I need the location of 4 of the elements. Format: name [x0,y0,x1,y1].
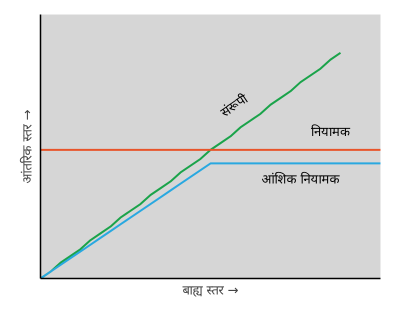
series-label: नियामक [311,124,351,140]
series-label: आंशिक नियामक [261,171,341,188]
y-axis-title: आंतरिक स्तर → [20,109,36,184]
x-axis-title: बाह्य स्तर → [182,284,239,298]
